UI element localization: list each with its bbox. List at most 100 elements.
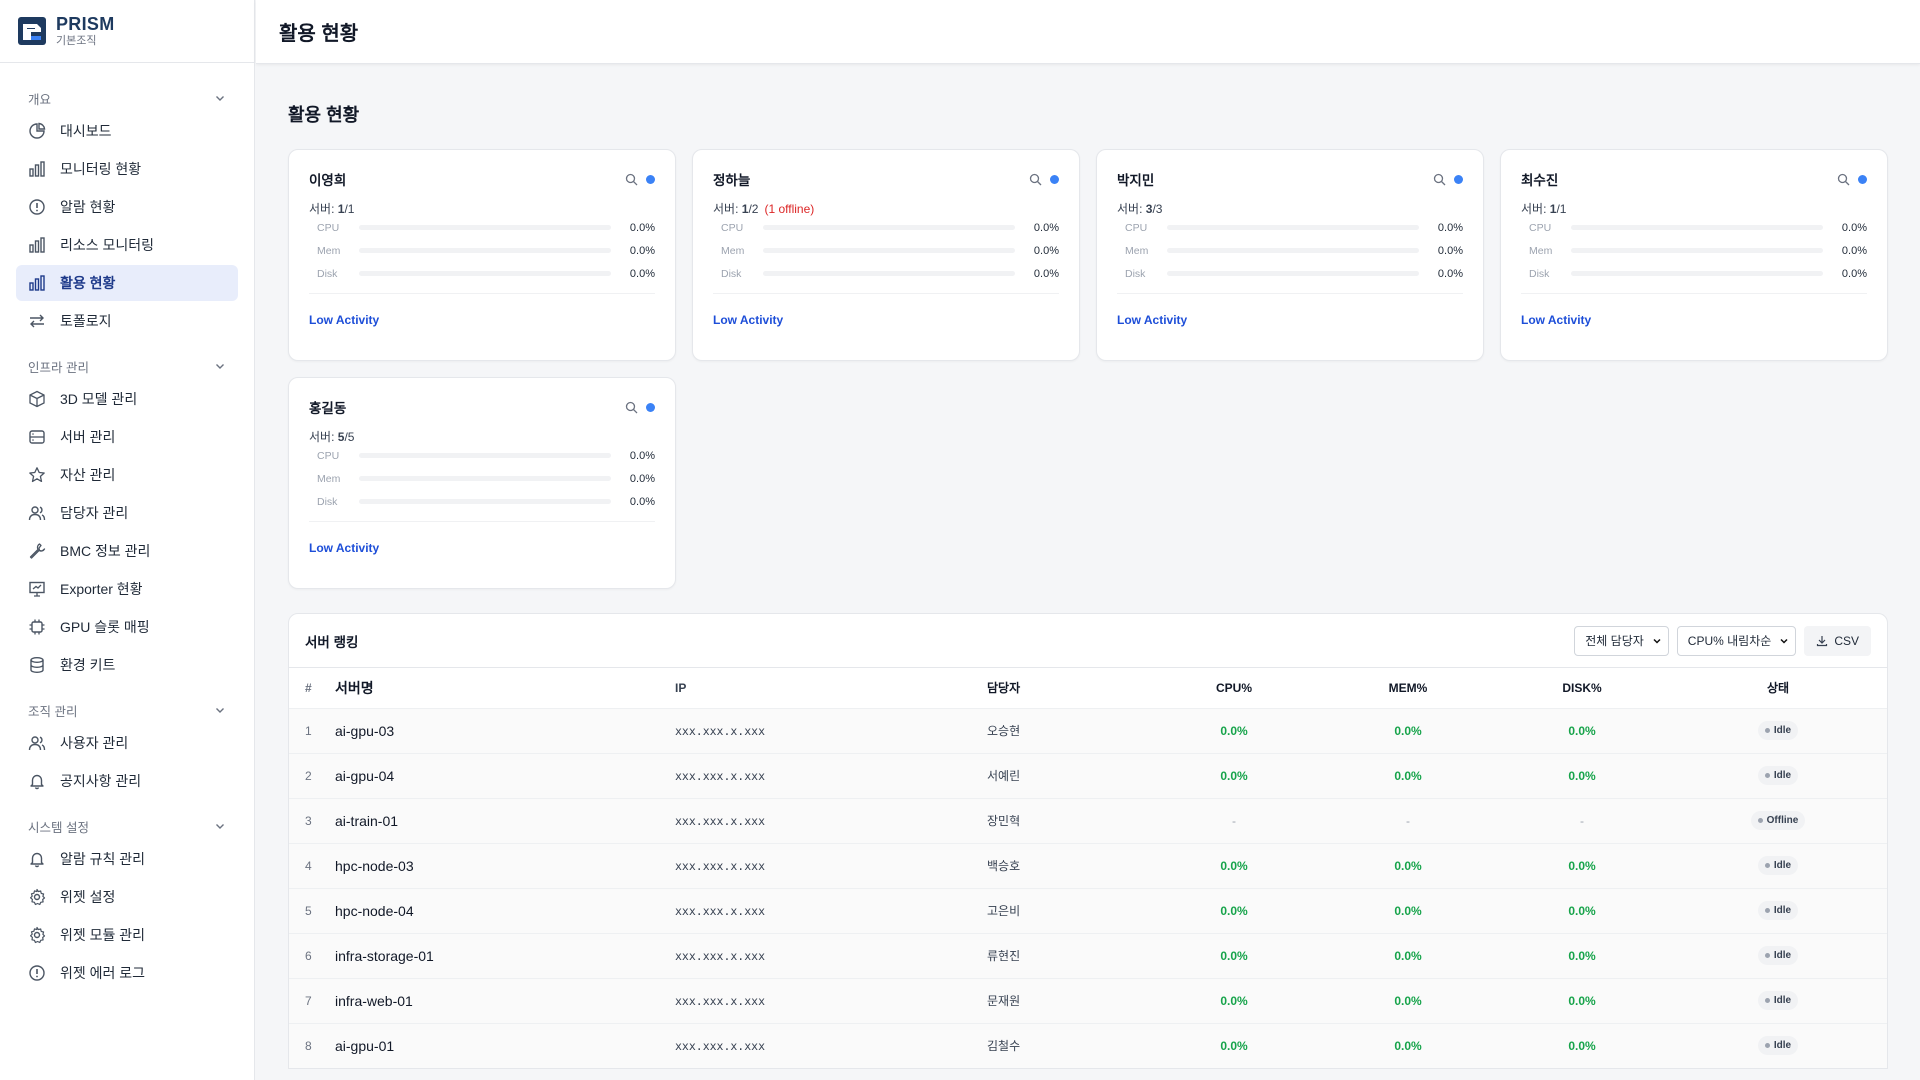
sidebar-item-label: 서버 관리	[60, 429, 116, 445]
table-row[interactable]: 1 ai-gpu-03 xxx.xxx.x.xxx 오승현 0.0% 0.0% …	[289, 708, 1887, 753]
main-content: 활용 현황 이영희 서버: 1/1 CPU 0.0% Mem 0.0% Disk…	[288, 64, 1888, 1069]
owner-name: 박지민	[1117, 173, 1155, 188]
sidebar-item-label: 3D 모델 관리	[60, 391, 138, 407]
sidebar-item[interactable]: 서버 관리	[16, 419, 238, 455]
sidebar-item[interactable]: 위젯 모듈 관리	[16, 917, 238, 953]
search-icon[interactable]	[1029, 173, 1042, 186]
table-row[interactable]: 8 ai-gpu-01 xxx.xxx.x.xxx 김철수 0.0% 0.0% …	[289, 1023, 1887, 1068]
top-header: 활용 현황	[256, 0, 1920, 64]
nav-section-header[interactable]: 시스템 설정	[16, 815, 238, 837]
sidebar-item[interactable]: 사용자 관리	[16, 725, 238, 761]
search-icon[interactable]	[1433, 173, 1446, 186]
search-icon[interactable]	[625, 401, 638, 414]
mem-cell: 0.0%	[1394, 768, 1422, 783]
table-row[interactable]: 7 infra-web-01 xxx.xxx.x.xxx 문재원 0.0% 0.…	[289, 978, 1887, 1023]
sidebar-item[interactable]: 환경 키트	[16, 647, 238, 683]
metric-row: CPU 0.0%	[1117, 216, 1463, 239]
chevron-down-icon	[216, 364, 224, 369]
ip-cell: xxx.xxx.x.xxx	[675, 813, 766, 828]
table-row[interactable]: 4 hpc-node-03 xxx.xxx.x.xxx 백승호 0.0% 0.0…	[289, 843, 1887, 888]
nav-section-header[interactable]: 개요	[16, 87, 238, 109]
sidebar-item[interactable]: 위젯 에러 로그	[16, 955, 238, 991]
activity-link[interactable]: Low Activity	[1521, 313, 1592, 327]
disk-cell: 0.0%	[1568, 768, 1596, 783]
sidebar-item-label: 위젯 에러 로그	[60, 965, 146, 981]
sidebar-item[interactable]: 알람 규칙 관리	[16, 841, 238, 877]
server-name-cell: ai-train-01	[335, 812, 399, 829]
search-icon[interactable]	[1837, 173, 1850, 186]
col-cpu[interactable]: CPU%	[1147, 668, 1321, 708]
metric-bar	[1167, 271, 1419, 276]
arrows-exchange-icon	[30, 314, 44, 328]
metric-value: 0.0%	[629, 472, 655, 485]
col-status[interactable]: 상태	[1669, 668, 1887, 708]
owner-cell: 고은비	[987, 904, 1021, 918]
metric-row: Mem 0.0%	[309, 239, 655, 262]
nav-section-header[interactable]: 인프라 관리	[16, 355, 238, 377]
sidebar-item[interactable]: 공지사항 관리	[16, 763, 238, 799]
sidebar-item[interactable]: 활용 현황	[16, 265, 238, 301]
server-total-count: /1	[344, 202, 355, 216]
activity-link[interactable]: Low Activity	[713, 313, 784, 327]
bar-chart-icon	[29, 275, 45, 291]
col-owner[interactable]: 담당자	[987, 668, 1147, 708]
col-disk[interactable]: DISK%	[1495, 668, 1669, 708]
server-count: 서버: 1/2 (1 offline)	[713, 200, 1059, 216]
sort-select[interactable]: CPU% 내림차순	[1676, 625, 1797, 656]
cpu-cell: 0.0%	[1220, 723, 1248, 738]
csv-export-button[interactable]: CSV	[1804, 625, 1871, 656]
sidebar-item[interactable]: Exporter 현황	[16, 571, 238, 607]
owner-cell: 백승호	[987, 859, 1021, 873]
table-row[interactable]: 6 infra-storage-01 xxx.xxx.x.xxx 류현진 0.0…	[289, 933, 1887, 978]
table-row[interactable]: 2 ai-gpu-04 xxx.xxx.x.xxx 서예린 0.0% 0.0% …	[289, 753, 1887, 798]
ranking-controls: 전체 담당자 CPU% 내림차순 CSV	[1574, 625, 1871, 656]
col-server-name[interactable]: 서버명	[335, 668, 675, 708]
card-divider	[309, 293, 655, 294]
col-rank[interactable]: #	[289, 668, 335, 708]
cpu-cell: -	[1232, 813, 1236, 828]
metric-row: Disk 0.0%	[1521, 262, 1867, 285]
sidebar-item-label: 담당자 관리	[60, 505, 129, 521]
status-badge: Idle	[1757, 1036, 1799, 1056]
status-badge-dot	[1764, 863, 1770, 868]
sidebar-item[interactable]: 알람 현황	[16, 189, 238, 225]
sidebar-item[interactable]: 토폴로지	[16, 303, 238, 339]
sidebar-item[interactable]: 대시보드	[16, 113, 238, 149]
status-cell: Idle	[1669, 978, 1887, 1023]
sidebar-item[interactable]: 3D 모델 관리	[16, 381, 238, 417]
owner-card: 박지민 서버: 3/3 CPU 0.0% Mem 0.0% Disk 0.0% …	[1096, 149, 1484, 361]
owner-filter-select[interactable]: 전체 담당자	[1574, 625, 1669, 656]
sidebar-item[interactable]: 위젯 설정	[16, 879, 238, 915]
sidebar-item[interactable]: 자산 관리	[16, 457, 238, 493]
sidebar-item[interactable]: 담당자 관리	[16, 495, 238, 531]
nav-section-header[interactable]: 조직 관리	[16, 699, 238, 721]
sidebar-item[interactable]: GPU 슬롯 매핑	[16, 609, 238, 645]
metric-value: 0.0%	[1841, 244, 1867, 257]
col-mem[interactable]: MEM%	[1321, 668, 1495, 708]
page-title: 활용 현황	[288, 105, 360, 125]
brand[interactable]: PRISM 기본조직	[0, 0, 254, 63]
activity-link[interactable]: Low Activity	[1117, 313, 1188, 327]
server-name-cell: ai-gpu-01	[335, 1037, 395, 1054]
metric-bar	[763, 225, 1015, 230]
metric-row: Mem 0.0%	[309, 467, 655, 490]
activity-link[interactable]: Low Activity	[309, 541, 380, 555]
status-cell: Idle	[1669, 708, 1887, 753]
owner-cell: 김철수	[987, 1039, 1021, 1054]
metric-row: CPU 0.0%	[309, 444, 655, 467]
metric-label: Disk	[1125, 267, 1146, 280]
search-icon[interactable]	[625, 173, 638, 186]
sidebar-item[interactable]: BMC 정보 관리	[16, 533, 238, 569]
metric-label: Mem	[1529, 244, 1553, 257]
cube-icon	[29, 390, 45, 408]
sidebar-item[interactable]: 리소스 모니터링	[16, 227, 238, 263]
status-badge: Offline	[1750, 811, 1806, 830]
table-row[interactable]: 3 ai-train-01 xxx.xxx.x.xxx 장민혁 - - - Of…	[289, 798, 1887, 843]
sidebar-item[interactable]: 모니터링 현황	[16, 151, 238, 187]
disk-cell: 0.0%	[1568, 993, 1596, 1008]
activity-link[interactable]: Low Activity	[309, 313, 380, 327]
status-badge-dot	[1764, 998, 1770, 1003]
table-row[interactable]: 5 hpc-node-04 xxx.xxx.x.xxx 고은비 0.0% 0.0…	[289, 888, 1887, 933]
col-ip[interactable]: IP	[675, 668, 987, 708]
server-count: 서버: 1/1	[309, 200, 655, 216]
